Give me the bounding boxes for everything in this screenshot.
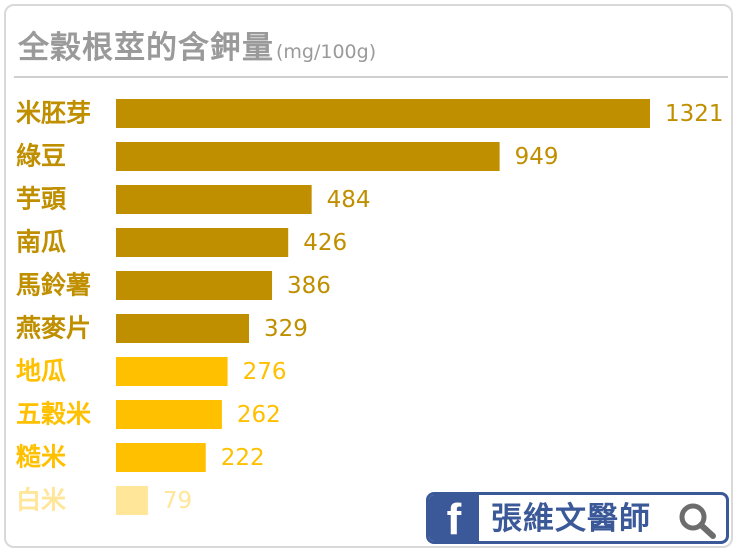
value-label: 386: [287, 273, 331, 299]
category-label: 燕麥片: [16, 314, 91, 343]
bar: [116, 400, 222, 429]
category-label: 糙米: [16, 443, 67, 472]
bar: [116, 314, 249, 343]
title-divider: [14, 76, 728, 78]
category-label: 白米: [16, 486, 67, 515]
value-label: 222: [221, 445, 265, 471]
facebook-logo: f: [429, 495, 479, 541]
category-label: 綠豆: [16, 142, 66, 171]
value-label: 79: [163, 488, 192, 514]
category-label: 米胚芽: [16, 99, 91, 128]
chart-title-row: 全穀根莖的含鉀量 (mg/100g): [18, 22, 376, 67]
value-label: 484: [327, 187, 371, 213]
facebook-f-icon: f: [446, 495, 462, 544]
value-label: 949: [515, 144, 559, 170]
value-label: 1321: [665, 101, 724, 127]
category-label: 五穀米: [16, 400, 92, 429]
bar: [116, 185, 312, 214]
bar: [116, 228, 289, 257]
facebook-badge[interactable]: f 張維文醫師: [426, 492, 729, 544]
bar: [116, 357, 228, 386]
value-label: 329: [264, 316, 308, 342]
search-icon: [679, 503, 716, 539]
category-label: 芋頭: [16, 185, 67, 214]
bar: [116, 486, 148, 515]
chart-unit: (mg/100g): [276, 41, 377, 63]
category-label: 地瓜: [16, 357, 66, 386]
bar: [116, 443, 206, 472]
bar: [116, 142, 500, 171]
bar: [116, 99, 650, 128]
badge-name: 張維文醫師: [491, 501, 651, 537]
category-label: 南瓜: [16, 228, 66, 257]
bar: [116, 271, 273, 300]
chart-title: 全穀根莖的含鉀量: [18, 30, 274, 66]
value-label: 262: [237, 402, 281, 428]
category-label: 馬鈴薯: [16, 271, 91, 300]
value-label: 276: [243, 359, 287, 385]
value-label: 426: [303, 230, 347, 256]
